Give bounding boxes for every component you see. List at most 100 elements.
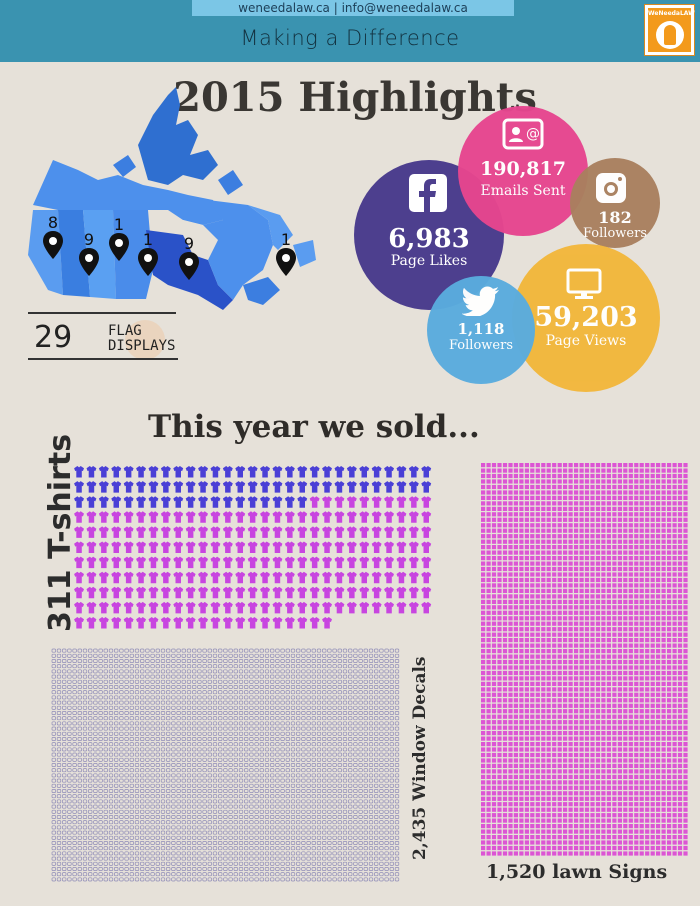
- window-decal-icon: [301, 872, 306, 877]
- window-decal-icon: [306, 726, 311, 731]
- window-decal-icon: [134, 737, 140, 741]
- window-decal-icon: [254, 716, 259, 721]
- window-decal-icon: [88, 674, 93, 679]
- lawn-sign-icon: [524, 517, 529, 522]
- lawn-sign-icon: [623, 561, 628, 566]
- window-decal-icon: [322, 851, 327, 856]
- window-decal-icon: [394, 752, 400, 757]
- window-decal-icon: [311, 685, 316, 689]
- window-decal-icon: [108, 731, 114, 736]
- window-decal-icon: [192, 851, 197, 856]
- tshirt-icon: [396, 511, 407, 523]
- lawn-sign-icon: [491, 676, 497, 681]
- window-decal-icon: [150, 742, 155, 747]
- window-decal-icon: [244, 721, 249, 726]
- window-decal-icon: [342, 778, 348, 783]
- tshirt-icon: [384, 586, 394, 599]
- tshirt-icon: [359, 511, 370, 523]
- lawn-sign-icon: [546, 583, 551, 588]
- lawn-sign-icon: [579, 517, 584, 522]
- window-decal-icon: [202, 679, 207, 684]
- lawn-sign-icon: [502, 621, 508, 626]
- window-decal-icon: [285, 783, 290, 788]
- window-decal-icon: [389, 877, 394, 882]
- window-decal-icon: [259, 778, 264, 783]
- lawn-sign-icon: [557, 566, 562, 572]
- lawn-sign-icon: [519, 523, 524, 528]
- window-decal-icon: [72, 731, 77, 736]
- window-decal-icon: [280, 653, 285, 658]
- lawn-sign-icon: [606, 583, 611, 588]
- lawn-sign-icon: [552, 594, 557, 599]
- window-decal-icon: [218, 763, 223, 767]
- window-decal-icon: [119, 653, 124, 658]
- window-decal-icon: [176, 648, 181, 653]
- window-decal-icon: [176, 685, 181, 689]
- window-decal-icon: [166, 737, 171, 741]
- window-decal-icon: [306, 773, 311, 778]
- facebook-value: 6,983: [388, 224, 470, 254]
- lawn-sign-icon: [579, 654, 584, 659]
- lawn-sign-icon: [612, 621, 617, 626]
- window-decal-icon: [150, 861, 155, 866]
- window-decal-icon: [275, 815, 280, 819]
- window-decal-icon: [275, 768, 280, 773]
- window-decal-icon: [197, 747, 202, 752]
- window-decal-icon: [129, 674, 134, 679]
- window-decal-icon: [129, 773, 134, 778]
- window-decal-icon: [301, 721, 306, 726]
- window-decal-icon: [160, 804, 166, 809]
- window-decal-icon: [218, 809, 223, 814]
- tshirt-icon: [123, 541, 134, 553]
- lawn-sign-icon: [634, 561, 639, 566]
- window-decal-icon: [389, 737, 394, 741]
- lawn-sign-icon: [557, 588, 562, 593]
- window-decal-icon: [134, 711, 140, 715]
- window-decal-icon: [322, 648, 327, 653]
- window-decal-icon: [249, 679, 254, 684]
- twitter-label: Followers: [449, 338, 513, 353]
- window-decal-icon: [233, 648, 238, 653]
- window-decal-icon: [233, 768, 238, 773]
- window-decal-icon: [270, 653, 275, 658]
- window-decal-icon: [186, 757, 192, 762]
- window-decal-icon: [290, 763, 296, 767]
- window-decal-icon: [192, 768, 197, 773]
- window-decal-icon: [270, 789, 275, 793]
- window-decal-icon: [140, 877, 145, 882]
- window-decal-icon: [275, 716, 280, 721]
- lawn-sign-icon: [584, 654, 590, 659]
- contact-text[interactable]: weneedalaw.ca | info@weneedalaw.ca: [238, 1, 468, 15]
- lawn-sign-icon: [617, 534, 622, 539]
- window-decal-icon: [394, 737, 400, 741]
- window-decal-icon: [296, 757, 301, 762]
- lawn-sign-icon: [606, 670, 611, 676]
- window-decal-icon: [140, 799, 145, 804]
- window-decal-icon: [223, 820, 228, 825]
- window-decal-icon: [353, 757, 358, 762]
- lawn-sign-icon: [557, 517, 562, 522]
- tshirt-icon: [408, 541, 419, 553]
- lawn-sign-icon: [546, 599, 551, 604]
- window-decal-icon: [327, 789, 332, 793]
- lawn-sign-icon: [497, 566, 502, 572]
- tshirt-icon: [309, 571, 320, 584]
- window-decal-icon: [301, 820, 306, 825]
- window-decal-icon: [368, 861, 374, 866]
- window-decal-icon: [296, 726, 301, 731]
- lawn-sign-icon: [557, 632, 562, 637]
- tshirt-icon: [359, 481, 370, 493]
- lawn-sign-icon: [513, 670, 518, 676]
- tshirt-icon: [98, 526, 109, 538]
- window-decal-icon: [374, 679, 379, 684]
- window-decal-icon: [166, 752, 171, 757]
- lawn-sign-icon: [535, 561, 540, 566]
- window-decal-icon: [93, 804, 98, 809]
- lawn-sign-icon: [574, 512, 579, 517]
- window-decal-icon: [270, 679, 275, 684]
- contact-bar[interactable]: weneedalaw.ca | info@weneedalaw.ca: [192, 0, 514, 16]
- window-decal-icon: [62, 825, 67, 830]
- lawn-sign-icon: [584, 506, 590, 511]
- lawn-sign-icon: [530, 594, 535, 599]
- window-decal-icon: [311, 877, 316, 882]
